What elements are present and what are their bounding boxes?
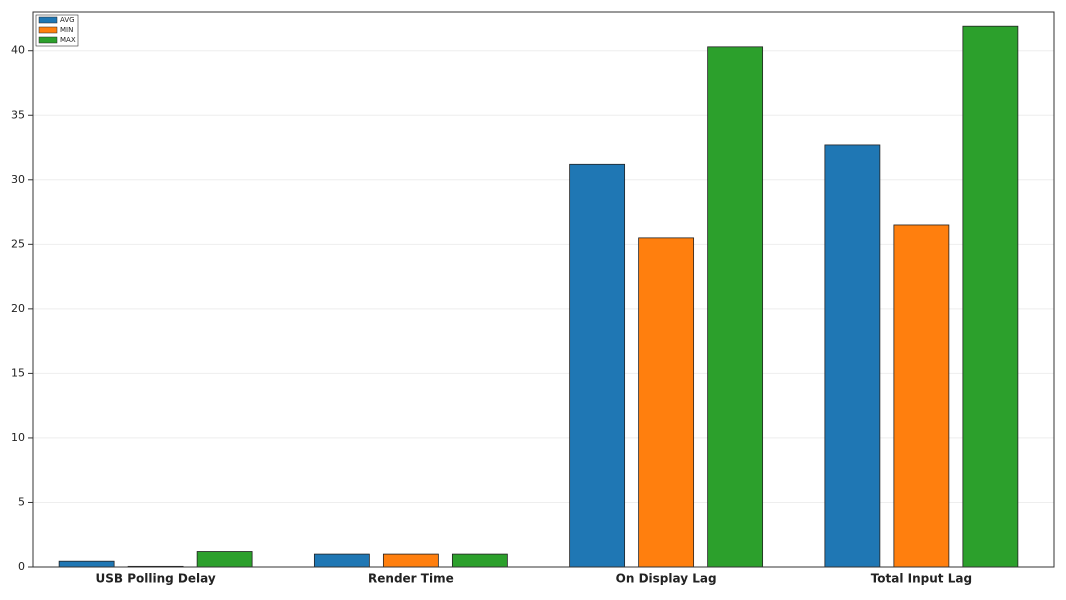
bar	[196, 551, 253, 568]
bar	[962, 25, 1019, 568]
y-tick-label: 15	[11, 366, 25, 379]
bar	[707, 46, 764, 568]
legend-label: MAX	[60, 36, 76, 44]
legend-swatch	[38, 26, 58, 34]
y-tick-label: 40	[11, 44, 25, 57]
x-tick-label: Total Input Lag	[871, 572, 972, 586]
x-tick-label: USB Polling Delay	[96, 572, 216, 586]
bar	[451, 553, 508, 568]
y-tick-label: 5	[18, 495, 25, 508]
legend-swatch	[38, 36, 58, 44]
bar	[313, 553, 370, 568]
legend-label: MIN	[60, 26, 73, 34]
x-tick-label: Render Time	[368, 572, 454, 586]
y-tick-label: 30	[11, 173, 25, 186]
legend-label: AVG	[60, 16, 75, 24]
y-tick-label: 25	[11, 237, 25, 250]
y-tick-label: 20	[11, 302, 25, 315]
y-tick-label: 0	[18, 560, 25, 573]
bar	[569, 163, 626, 568]
legend-swatch	[38, 16, 58, 24]
bar	[824, 144, 881, 568]
y-tick-label: 10	[11, 431, 25, 444]
bar	[893, 224, 950, 568]
plot-frame	[32, 11, 1055, 568]
bar	[58, 560, 115, 568]
x-tick-label: On Display Lag	[616, 572, 717, 586]
bar	[382, 553, 439, 568]
bar	[638, 237, 695, 568]
y-tick-label: 35	[11, 108, 25, 121]
